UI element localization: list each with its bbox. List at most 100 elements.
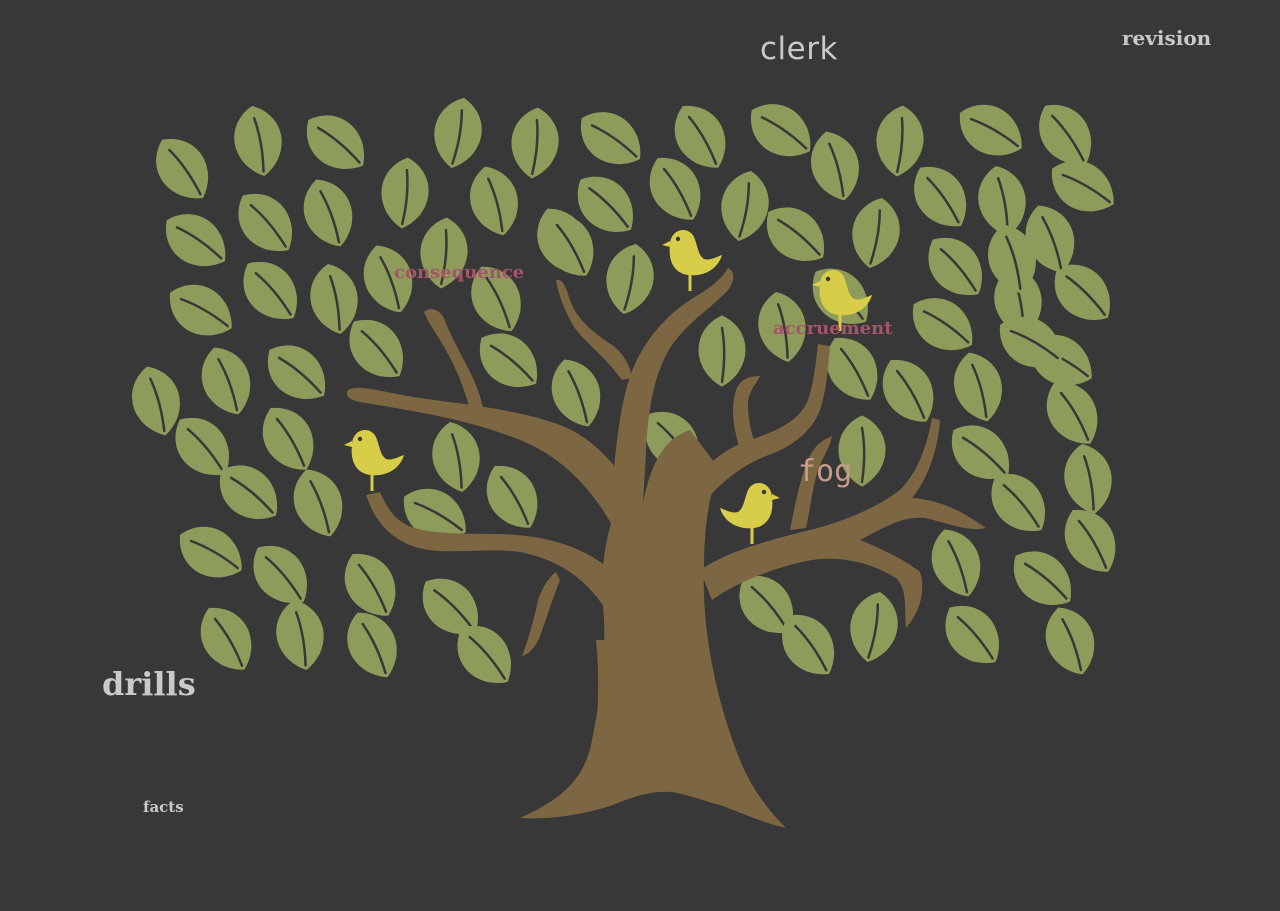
word-revision: revision [1122,26,1212,50]
leaf [243,261,297,320]
leaf [486,465,538,528]
leaf [511,107,559,179]
leaf [826,337,878,400]
leaf [132,366,180,436]
leaf [945,605,999,664]
word-fog: fog [798,454,853,489]
leaf [999,316,1062,368]
leaf [782,614,835,675]
leaf [876,105,924,177]
leaf [580,112,641,165]
leaf [200,607,252,670]
leaf [175,417,229,476]
word-drills: drills [102,665,196,703]
leaf [470,166,518,236]
leaf [169,284,232,336]
leaf [811,131,859,201]
leaf [850,591,898,663]
bird [812,270,872,331]
branch-right-twig [733,376,760,450]
leaf [1045,607,1095,675]
branch-left-twig [424,309,484,412]
leaf [649,157,701,220]
leaf [381,157,429,229]
leaf [420,217,468,289]
branch-center-up [610,268,734,540]
branch-right-up [790,436,832,530]
word-consequence: consequence [394,262,525,283]
branch-left-lower [366,492,640,620]
leaf [363,245,413,313]
leaf [471,266,521,332]
leaf [542,213,594,276]
leaf [914,166,967,227]
leaf [262,407,314,470]
leaf [201,347,251,415]
leaf [165,214,226,267]
word-accruement: accruement [773,318,893,339]
leaf [721,170,769,242]
leaf [1064,509,1116,572]
leaf [959,104,1022,156]
leaf [457,625,511,684]
branch-left-drop [522,572,560,656]
leaf [156,138,209,199]
leaf [931,529,981,597]
leaf [1013,551,1072,605]
leaf [276,599,324,671]
leaf [551,359,601,427]
leaf [253,545,307,604]
leaf [674,105,726,168]
bird [720,483,780,544]
trunk-body [520,430,786,828]
leaf [758,291,806,363]
leaf [988,224,1036,294]
leaf [954,352,1002,422]
leaf [403,488,466,540]
leaf [1046,381,1098,444]
leaf [838,415,886,487]
leaf [344,553,396,616]
bird [344,430,404,491]
leaf [303,179,353,247]
leaf [606,243,654,315]
leaf [1064,443,1112,515]
leaf [912,298,973,351]
leaf [766,207,825,261]
leaf [293,469,343,537]
leaf [422,578,478,634]
branch-center-left [556,279,632,380]
trunk-strand [594,640,611,760]
branch-left-upper [346,387,645,540]
leaf [1039,104,1092,165]
leaf [306,115,365,169]
word-facts: facts [143,798,184,816]
leaf [432,421,480,493]
leaf [349,319,403,378]
branch-right-mid [680,344,830,510]
leaf [750,104,811,157]
leaf [978,165,1026,237]
leaf [179,526,242,578]
leaf [1051,160,1114,212]
leaf [577,176,633,232]
branch-right-lower [700,418,986,628]
tree-trunk [346,268,986,828]
leaf [219,465,278,519]
leaf [1054,264,1110,320]
leaf [1025,205,1075,273]
leaf [991,473,1045,532]
leaf [951,425,1010,479]
leaf-canopy [132,97,1116,684]
leaf [882,359,934,422]
leaf [347,612,397,678]
leaf [234,105,282,177]
word-clerk: clerk [760,31,838,67]
bird [662,230,722,291]
leaf [434,97,482,169]
leaf [238,193,292,252]
leaf [698,315,746,387]
bird-group [344,230,872,544]
leaf [852,197,900,269]
